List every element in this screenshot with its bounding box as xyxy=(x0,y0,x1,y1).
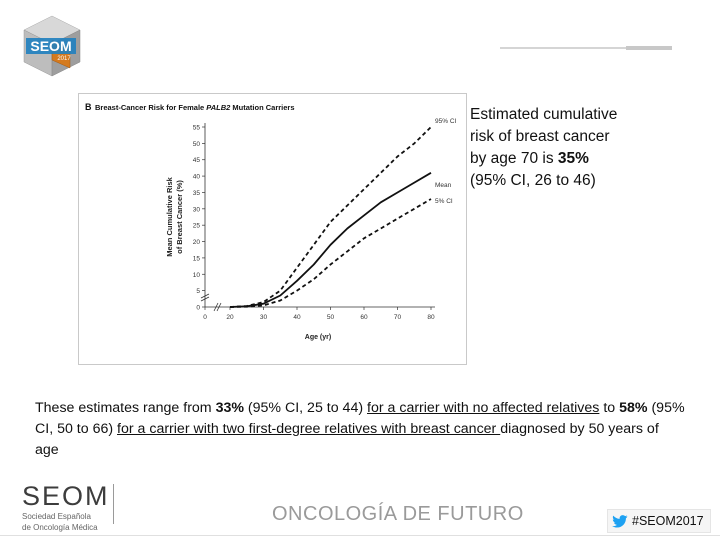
axis-break-mark xyxy=(200,293,210,299)
para-text-3: to xyxy=(599,400,620,416)
figure-title-gene: PALB2 xyxy=(206,103,231,112)
x-tick-label: 70 xyxy=(394,314,402,321)
x-axis-label: Age (yr) xyxy=(305,334,331,341)
series-label: 95% CI xyxy=(435,118,457,125)
para-value-2: 58% xyxy=(619,400,648,416)
y-tick-label: 20 xyxy=(193,239,201,246)
footer-bottom-rule xyxy=(0,535,720,536)
axis-break-mark xyxy=(213,302,219,312)
para-text-5: diagnosed by 50 years of age xyxy=(35,421,659,458)
y-tick-label: 5 xyxy=(196,288,200,295)
x-tick-label: 60 xyxy=(360,314,368,321)
hashtag-badge: #SEOM2017 xyxy=(607,509,711,533)
x-tick-label: 80 xyxy=(427,314,435,321)
para-underlined-2: for a carrier with two first-degree rela… xyxy=(117,421,501,437)
figure-title-suffix: Mutation Carriers xyxy=(230,103,294,112)
callout-line-4: (95% CI, 26 to 46) xyxy=(470,172,596,189)
footer-divider xyxy=(113,484,114,524)
x-tick-label: 20 xyxy=(226,314,234,321)
axis-break-mark xyxy=(200,296,210,302)
seom-2017-logo: SEOM 2017 xyxy=(18,12,86,80)
y-tick-label: 35 xyxy=(193,190,201,197)
y-tick-label: 50 xyxy=(193,141,201,148)
y-tick-label: 45 xyxy=(193,157,201,164)
para-text-1: These estimates range from xyxy=(35,400,216,416)
logo-year: 2017 xyxy=(57,56,71,62)
risk-callout: Estimated cumulative risk of breast canc… xyxy=(470,104,710,192)
x-tick-label: 30 xyxy=(260,314,268,321)
seom-wordmark: SEOM xyxy=(22,481,110,511)
risk-chart: B Breast-Cancer Risk for Female PALB2 Mu… xyxy=(85,102,457,341)
y-tick-label: 10 xyxy=(193,272,201,279)
y-tick-label: 30 xyxy=(193,206,201,213)
callout-line-3: by age 70 is 35% xyxy=(470,148,710,170)
estimates-paragraph: These estimates range from 33% (95% CI, … xyxy=(35,398,685,461)
seom-subtitle-2: de Oncología Médica xyxy=(22,523,98,532)
oncologia-de-futuro-tagline: ONCOLOGÍA DE FUTURO xyxy=(272,503,524,525)
callout-line-1: Estimated cumulative xyxy=(470,106,618,123)
series-line-95-ci xyxy=(229,126,432,308)
series-line-mean xyxy=(229,172,432,308)
y-tick-label: 25 xyxy=(193,223,201,230)
axis-break-mark xyxy=(216,302,222,312)
para-underlined-1: for a carrier with no affected relatives xyxy=(367,400,600,416)
series-line-5-ci xyxy=(229,198,432,308)
twitter-bird-icon xyxy=(612,514,628,528)
x-tick-label: 0 xyxy=(203,314,207,321)
y-axis-label-line-1: Mean Cumulative Risk xyxy=(165,176,174,256)
figure-title: Breast-Cancer Risk for Female PALB2 Muta… xyxy=(95,103,295,112)
figure-panel: B Breast-Cancer Risk for Female PALB2 Mu… xyxy=(78,93,467,365)
y-tick-label: 40 xyxy=(193,174,201,181)
y-tick-label: 0 xyxy=(196,305,200,312)
y-tick-label: 15 xyxy=(193,255,201,262)
para-text-2: (95% CI, 25 to 44) xyxy=(243,400,368,416)
logo-text: SEOM xyxy=(30,38,71,54)
para-text-4: (95% CI, 50 to 66) xyxy=(35,400,685,437)
callout-highlight-value: 35% xyxy=(557,150,589,167)
seom-subtitle-1: Sociedad Española xyxy=(22,512,91,521)
callout-line-3-text: by age 70 is xyxy=(470,150,558,167)
header-rule-accent xyxy=(626,46,672,50)
series-label: 5% CI xyxy=(435,198,453,205)
y-tick-label: 55 xyxy=(193,125,201,132)
series-label: Mean xyxy=(435,182,452,189)
para-value-1: 33% xyxy=(215,400,244,416)
callout-line-2: risk of breast cancer xyxy=(470,128,610,145)
header-rule xyxy=(500,47,672,49)
hashtag-text: #SEOM2017 xyxy=(632,514,704,528)
figure-title-prefix: Breast-Cancer Risk for Female xyxy=(95,103,206,112)
seom-footer-logo: SEOM Sociedad Española de Oncología Médi… xyxy=(22,482,110,532)
y-axis-label-line-2: of Breast Cancer (%) xyxy=(175,180,184,254)
figure-panel-letter: B xyxy=(85,102,92,112)
x-tick-label: 40 xyxy=(293,314,301,321)
x-tick-label: 50 xyxy=(327,314,335,321)
